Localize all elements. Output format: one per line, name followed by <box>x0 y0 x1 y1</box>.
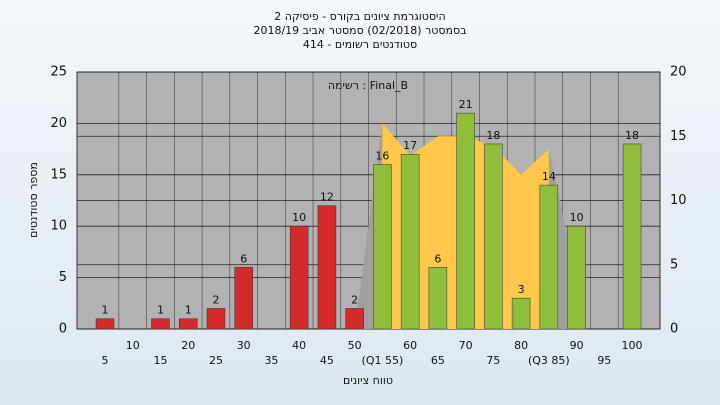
x-tick-label: 20 <box>181 339 195 352</box>
bar <box>234 267 253 330</box>
y-tick-label: 20 <box>50 116 67 131</box>
x-tick-label: 40 <box>292 339 306 352</box>
bar <box>539 184 559 330</box>
x-tick-label: (Q1 55) <box>362 354 404 367</box>
bar <box>456 112 475 330</box>
data-label: 18 <box>486 129 500 142</box>
y2-tick-label: 0 <box>670 322 678 337</box>
y-tick-label: 0 <box>59 322 67 337</box>
x-tick-label: 25 <box>209 354 223 367</box>
data-label: 6 <box>240 252 247 265</box>
bar <box>206 308 226 330</box>
data-label: 2 <box>212 293 219 306</box>
y-tick-label: 15 <box>50 167 67 182</box>
data-label: 10 <box>292 211 306 224</box>
bar <box>622 143 642 330</box>
x-tick-label: (Q3 85) <box>528 354 570 367</box>
data-label: 2 <box>351 293 358 306</box>
data-label: 14 <box>542 170 556 183</box>
bar <box>567 225 586 330</box>
data-label: 16 <box>375 150 389 163</box>
x-tick-label: 70 <box>459 339 473 352</box>
chart-title: היסטוגרמת ציונים בקורס - פיסיקה 2 <box>274 10 445 23</box>
bar <box>151 318 170 330</box>
x-axis-label: טווח ציונים <box>343 374 393 387</box>
data-label: 10 <box>570 211 584 224</box>
x-tick-label: 5 <box>102 354 109 367</box>
x-tick-label: 95 <box>597 354 611 367</box>
bar <box>289 225 309 330</box>
x-tick-label: 45 <box>320 354 334 367</box>
x-tick-label: 75 <box>486 354 500 367</box>
x-tick-label: 10 <box>126 339 140 352</box>
y2-tick-label: 20 <box>670 65 687 80</box>
y2-tick-label: 15 <box>670 129 687 144</box>
y-tick-label: 5 <box>59 270 67 285</box>
data-label: 12 <box>320 191 334 204</box>
x-tick-label: 30 <box>237 339 251 352</box>
bar <box>95 318 115 330</box>
bar <box>400 153 420 330</box>
bar <box>345 308 364 330</box>
data-label: 3 <box>518 283 525 296</box>
chart-subtitle: בסמסטר (02/2018) סמסטר אביב 2018/19 <box>253 24 466 37</box>
bar <box>511 297 531 330</box>
chart-subtitle: סטודנטים רשומים - 414 <box>303 38 417 51</box>
bar <box>317 205 337 330</box>
y-tick-label: 10 <box>50 219 67 234</box>
x-tick-label: 50 <box>348 339 362 352</box>
y-axis-label: מספר סטודנטים <box>27 162 40 238</box>
x-tick-label: 90 <box>570 339 584 352</box>
data-label: 1 <box>102 304 109 317</box>
bar <box>178 318 198 330</box>
bar <box>428 267 448 330</box>
x-tick-label: 100 <box>622 339 643 352</box>
y2-tick-label: 5 <box>670 257 678 272</box>
annotation: Final_B : רשימה <box>328 79 408 92</box>
x-tick-label: 35 <box>264 354 278 367</box>
bar <box>373 164 392 330</box>
data-label: 6 <box>434 252 441 265</box>
data-label: 17 <box>403 139 417 152</box>
x-tick-label: 15 <box>153 354 167 367</box>
y-tick-label: 25 <box>50 65 67 80</box>
data-label: 18 <box>625 129 639 142</box>
x-tick-label: 80 <box>514 339 528 352</box>
x-tick-label: 60 <box>403 339 417 352</box>
y2-tick-label: 10 <box>670 193 687 208</box>
bar <box>484 143 503 330</box>
x-tick-label: 65 <box>431 354 445 367</box>
data-label: 1 <box>185 304 192 317</box>
data-label: 21 <box>459 98 473 111</box>
data-label: 1 <box>157 304 164 317</box>
